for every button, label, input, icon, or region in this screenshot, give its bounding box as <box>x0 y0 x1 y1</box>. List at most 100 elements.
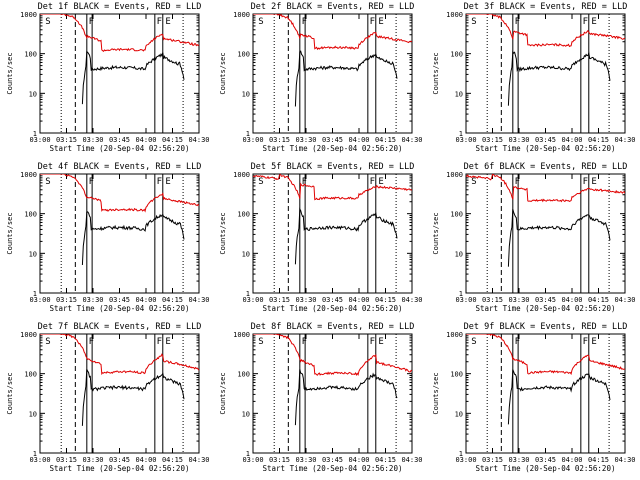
plot-frame <box>252 13 413 134</box>
x-tick-label: 04:30 <box>188 136 209 144</box>
y-tick-label: 100 <box>24 51 37 59</box>
x-tick-label: 04:00 <box>348 136 369 144</box>
x-tick-label: 03:45 <box>109 456 130 464</box>
x-axis-label: Start Time (20-Sep-04 02:56:20) <box>50 464 190 473</box>
y-tick-label: 1 <box>246 290 250 298</box>
plot-frame <box>465 333 626 454</box>
marker-label: E <box>591 337 596 347</box>
y-tick-label: 1 <box>459 450 463 458</box>
x-tick-label: 03:30 <box>295 296 316 304</box>
y-tick-label: 100 <box>237 51 250 59</box>
lld-series-line <box>466 334 625 376</box>
x-tick-label: 03:30 <box>82 296 103 304</box>
plot-area: Det 3f BLACK = Events, RED = LLD 1 10 100 10… <box>432 2 636 153</box>
x-axis-label: Start Time (20-Sep-04 02:56:20) <box>263 144 403 153</box>
marker-label: E <box>591 17 596 27</box>
plot-frame <box>39 333 200 454</box>
y-tick-label: 1000 <box>446 331 463 339</box>
plot-frame <box>465 173 626 294</box>
marker-label: S <box>471 177 476 187</box>
lld-series-line <box>253 334 412 377</box>
lld-series-line <box>40 14 199 52</box>
y-tick-label: 1 <box>459 130 463 138</box>
y-tick-label: 10 <box>242 250 250 258</box>
x-tick-label: 04:15 <box>375 296 396 304</box>
y-tick-label: 1 <box>246 130 250 138</box>
plot-area: Det 9f BLACK = Events, RED = LLD 1 10 100 10… <box>432 322 636 473</box>
x-tick-label: 04:15 <box>162 456 183 464</box>
y-tick-label: 10 <box>242 410 250 418</box>
events-series-line <box>81 50 185 105</box>
lld-series-line <box>40 334 199 376</box>
marker-label: E <box>591 177 596 187</box>
chart-title: Det 8f BLACK = Events, RED = LLD <box>251 322 415 332</box>
lld-series-line <box>40 174 199 213</box>
y-tick-label: 1 <box>33 290 37 298</box>
x-tick-label: 04:15 <box>375 456 396 464</box>
chart-panel: Det 1f BLACK = Events, RED = LLD 1 10 100 10… <box>6 2 210 153</box>
x-tick-label: 04:30 <box>401 456 422 464</box>
plot-area: Det 1f BLACK = Events, RED = LLD 1 10 100 10… <box>6 2 210 153</box>
marker-label: F <box>157 17 162 27</box>
marker-label: E <box>165 177 170 187</box>
chart-title: Det 4f BLACK = Events, RED = LLD <box>38 162 202 172</box>
y-tick-label: 100 <box>24 211 37 219</box>
x-tick-label: 03:15 <box>56 296 77 304</box>
lld-series-line <box>466 174 625 203</box>
x-tick-label: 03:15 <box>269 296 290 304</box>
marker-label: F <box>583 337 588 347</box>
y-axis-label: Counts/sec <box>6 212 14 254</box>
marker-label: F <box>583 17 588 27</box>
x-tick-label: 04:30 <box>188 456 209 464</box>
x-tick-label: 04:15 <box>375 136 396 144</box>
x-tick-label: 03:00 <box>29 136 50 144</box>
x-tick-label: 04:15 <box>588 456 609 464</box>
y-tick-label: 1000 <box>20 11 37 19</box>
marker-label: F <box>89 337 94 347</box>
x-tick-label: 04:30 <box>614 296 635 304</box>
y-axis-label: Counts/sec <box>219 52 227 94</box>
x-tick-label: 03:00 <box>29 456 50 464</box>
x-tick-label: 04:00 <box>348 456 369 464</box>
marker-label: F <box>515 177 520 187</box>
x-tick-label: 03:00 <box>29 296 50 304</box>
x-tick-label: 03:30 <box>508 136 529 144</box>
marker-label: S <box>471 337 476 347</box>
events-series-line <box>507 50 611 106</box>
events-series-line <box>294 207 398 265</box>
x-tick-label: 03:30 <box>82 136 103 144</box>
chart-title: Det 6f BLACK = Events, RED = LLD <box>464 162 628 172</box>
marker-label: S <box>258 337 263 347</box>
x-tick-label: 03:45 <box>535 136 556 144</box>
x-tick-label: 04:00 <box>561 456 582 464</box>
x-tick-label: 03:15 <box>482 136 503 144</box>
x-tick-label: 04:00 <box>135 296 156 304</box>
x-tick-label: 04:00 <box>348 296 369 304</box>
x-tick-label: 03:45 <box>535 456 556 464</box>
x-tick-label: 04:30 <box>401 136 422 144</box>
marker-label: E <box>378 177 383 187</box>
x-tick-label: 03:00 <box>455 456 476 464</box>
events-series-line <box>294 369 398 426</box>
lld-series-line <box>466 14 625 48</box>
x-tick-label: 03:45 <box>322 136 343 144</box>
y-tick-label: 1 <box>33 130 37 138</box>
y-tick-label: 10 <box>455 410 463 418</box>
chart-panel: Det 8f BLACK = Events, RED = LLD 1 10 100 10… <box>219 322 423 473</box>
events-series-line <box>81 211 185 266</box>
y-axis-label: Counts/sec <box>432 212 440 254</box>
marker-label: F <box>157 337 162 347</box>
chart-panel: Det 3f BLACK = Events, RED = LLD 1 10 100 10… <box>432 2 636 153</box>
events-series-line <box>81 369 185 426</box>
marker-label: E <box>378 17 383 27</box>
y-tick-label: 100 <box>450 371 463 379</box>
y-axis-label: Counts/sec <box>219 372 227 414</box>
marker-label: E <box>378 337 383 347</box>
x-tick-label: 04:00 <box>561 136 582 144</box>
marker-label: S <box>45 177 50 187</box>
x-axis-label: Start Time (20-Sep-04 02:56:20) <box>263 304 403 313</box>
chart-title: Det 9f BLACK = Events, RED = LLD <box>464 322 628 332</box>
x-tick-label: 03:00 <box>455 136 476 144</box>
x-tick-label: 03:30 <box>508 296 529 304</box>
